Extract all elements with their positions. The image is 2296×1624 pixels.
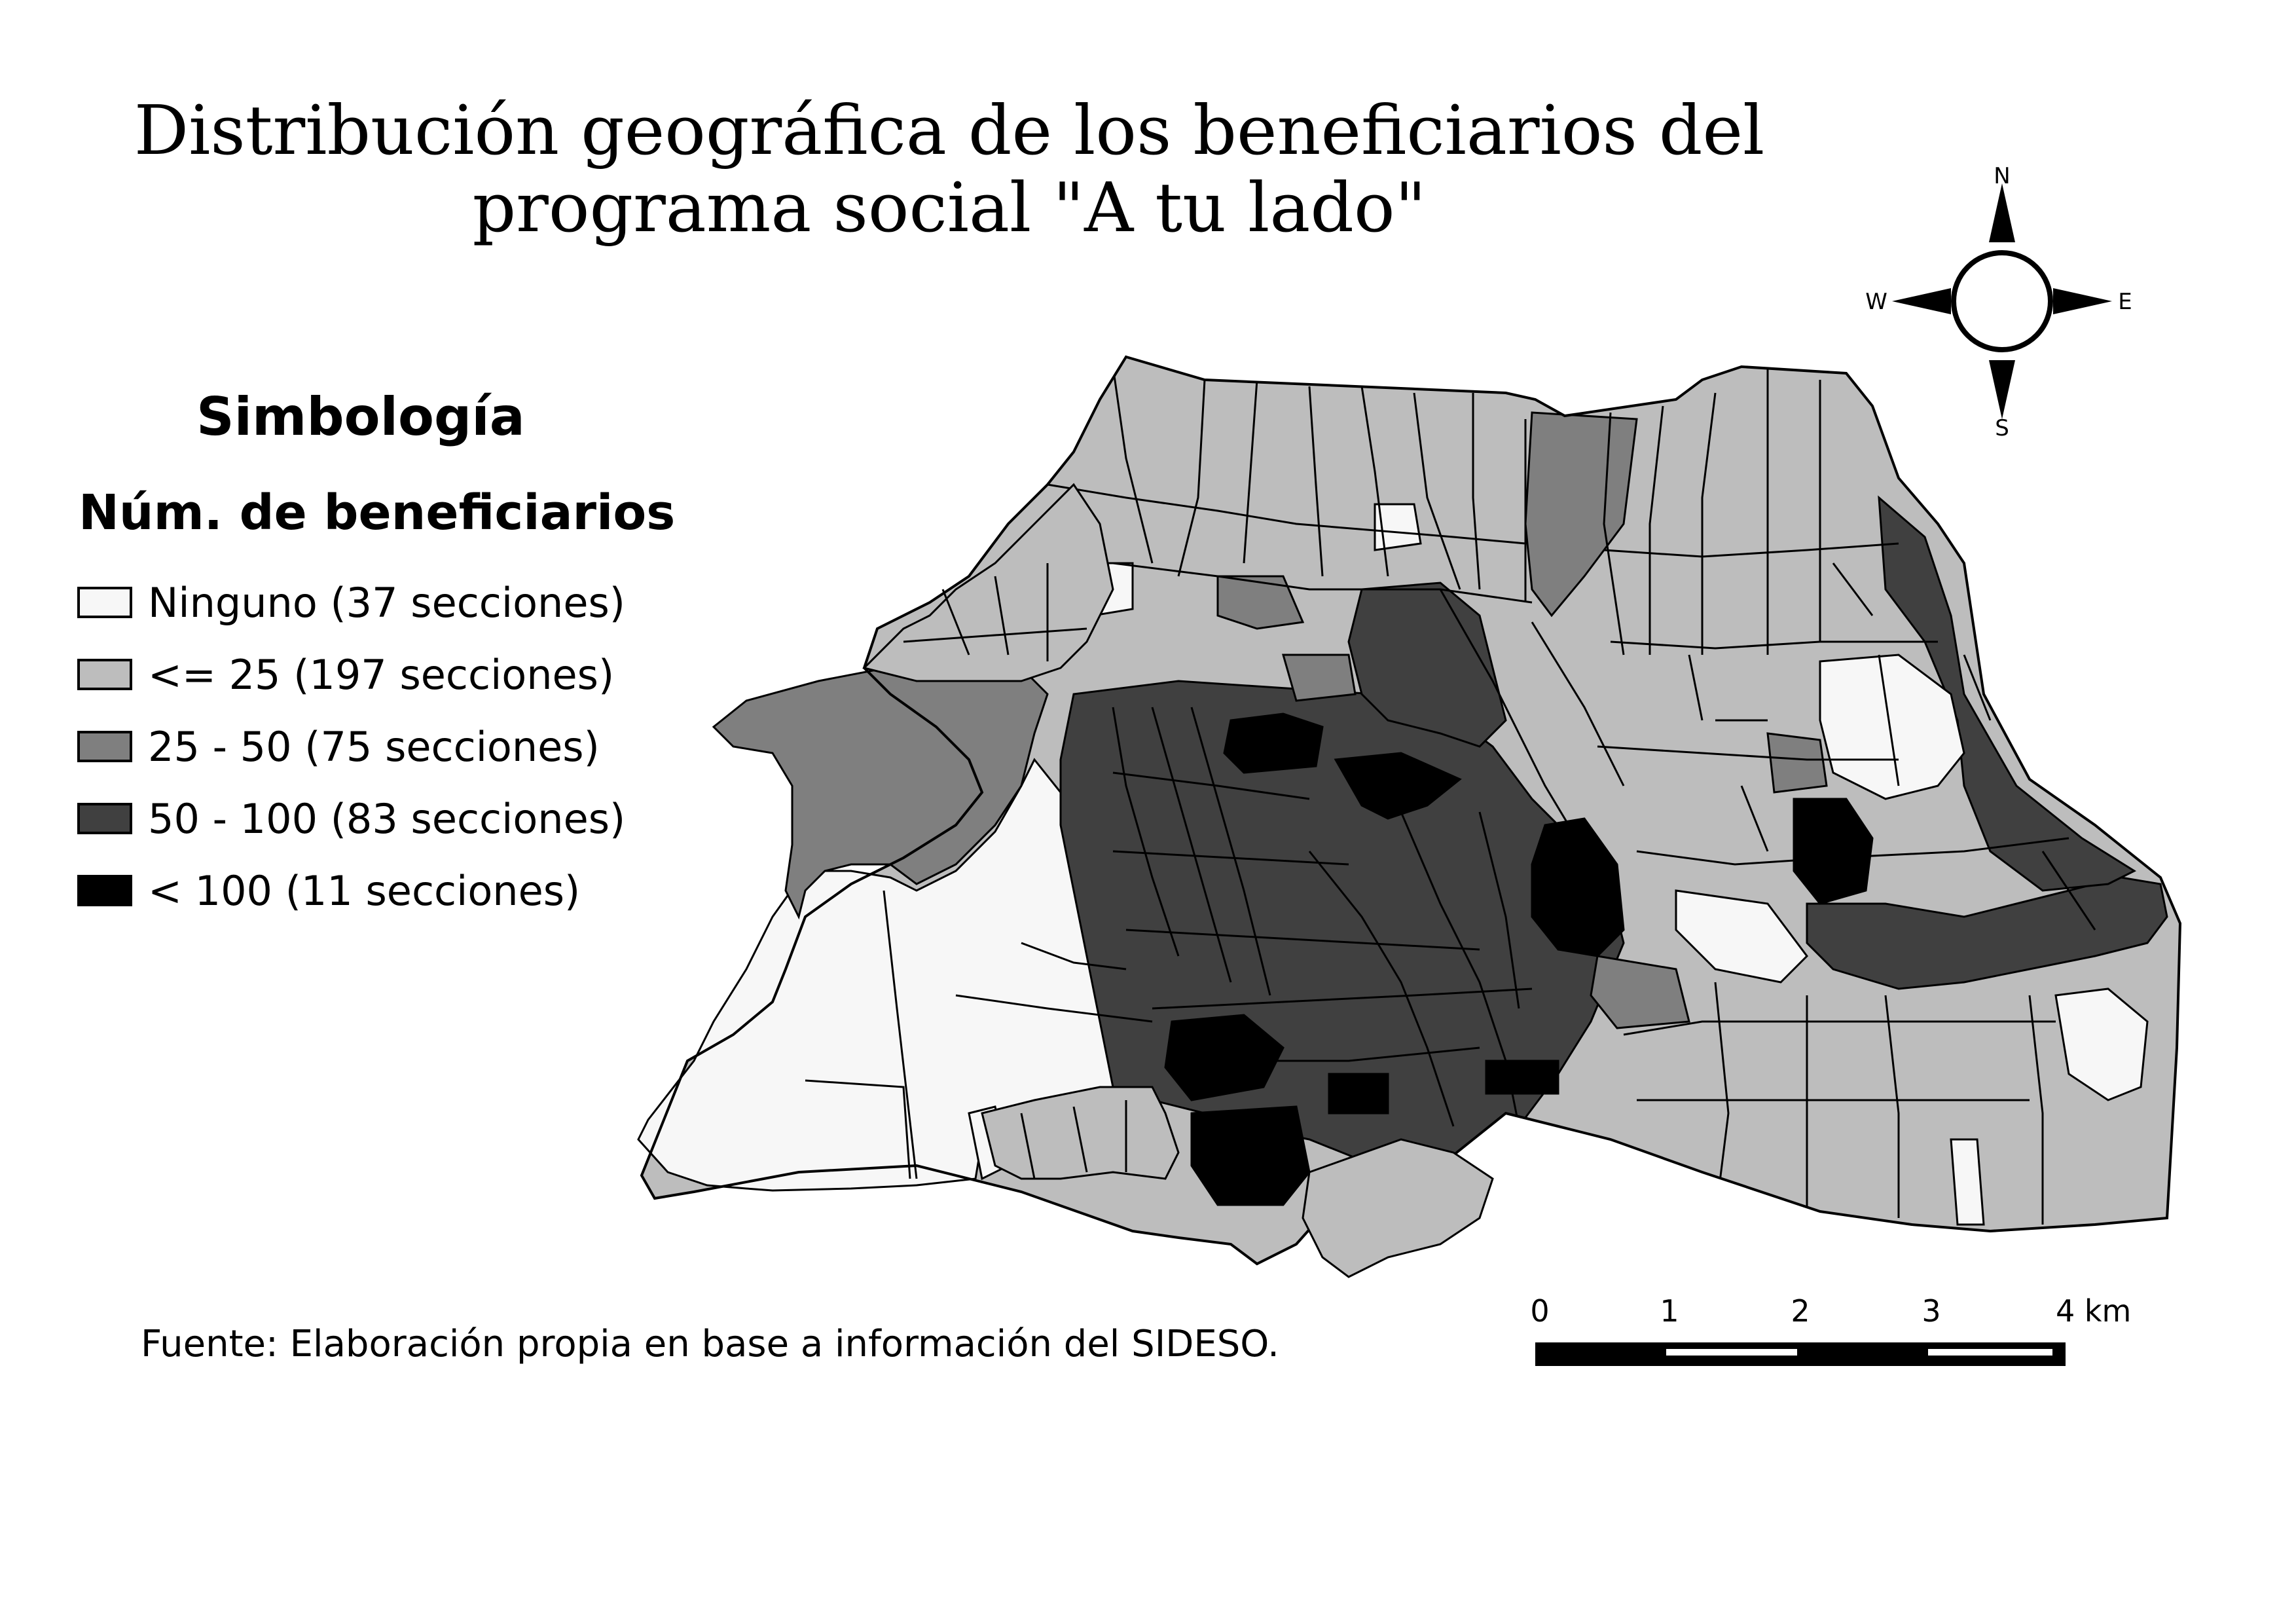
scale-bar: 0 1 2 3 4 km [1530, 1293, 2131, 1366]
north-arrow-ring [1951, 250, 2053, 352]
district-none-3 [1675, 889, 1808, 984]
south-pointer-icon [1989, 360, 2015, 419]
district-none-1 [1374, 503, 1422, 551]
district-east-black [1793, 798, 1874, 905]
district-east-dark-band [1806, 876, 2168, 990]
legend-swatch [77, 731, 132, 762]
district-north-dark [1347, 581, 1507, 748]
legend-label: 25 - 50 (75 secciones) [148, 723, 600, 771]
legend-swatch [77, 587, 132, 618]
scale-segment-4 [1928, 1349, 2052, 1356]
southwest-sections [1020, 1100, 1127, 1179]
legend-swatch [77, 875, 132, 906]
title-line-1: Distribución geográfica de los beneficia… [134, 90, 1765, 170]
scale-tick-0: 0 [1530, 1293, 1549, 1329]
section-boundaries [1021, 366, 2096, 1225]
east-pointer-icon [2053, 288, 2112, 314]
district-layer [955, 366, 2168, 1226]
scale-tick-4: 4 km [2056, 1293, 2131, 1329]
district-none-4 [1950, 1138, 1985, 1226]
legend-label: <= 25 (197 secciones) [148, 651, 615, 699]
northwest-districts [862, 483, 1114, 682]
scale-segment-2 [1666, 1349, 1797, 1356]
east-label: E [2118, 289, 2132, 315]
western-boundary-line [805, 890, 918, 1179]
district-medium-3 [1282, 654, 1357, 702]
district-black-4 [1164, 1014, 1285, 1101]
south-label: S [1995, 415, 2009, 441]
north-pointer-icon [1989, 183, 2015, 242]
district-black-5 [1190, 1105, 1311, 1206]
district-east-dark-edge [1878, 495, 2137, 892]
west-pointer-icon [1892, 288, 1951, 314]
district-black-7 [1485, 1060, 1559, 1095]
source-note: Fuente: Elaboración propia en base a inf… [141, 1323, 1279, 1365]
north-label: N [1994, 163, 2010, 189]
title-line-2: programa social "A tu lado" [472, 168, 1427, 248]
map-title: Distribución geográfica de los beneficia… [92, 92, 1807, 246]
district-black-2 [1334, 752, 1462, 820]
legend-swatch [77, 803, 132, 834]
district-black-6 [1328, 1073, 1389, 1115]
west-label: W [1865, 289, 1887, 315]
northwest-sections [903, 563, 1087, 661]
district-medium-2 [1216, 575, 1305, 630]
district-east-none [1819, 654, 1965, 800]
district-medium-4 [1766, 732, 1828, 794]
legend-swatch [77, 659, 132, 690]
district-vertical-strip [1524, 411, 1638, 618]
southern-district [1302, 1138, 1494, 1278]
legend-label: 50 - 100 (83 secciones) [148, 795, 626, 843]
north-arrow: N S W E [1865, 163, 2132, 441]
southwest-districts [981, 1086, 1180, 1180]
legend-heading: Simbología [196, 386, 525, 447]
scale-tick-3: 3 [1922, 1293, 1941, 1329]
road-diagonal-1 [1439, 589, 1625, 852]
district-black-3 [1223, 712, 1324, 774]
legend-label: Ninguno (37 secciones) [148, 579, 625, 627]
legend-subheading: Núm. de beneficiarios [79, 485, 676, 541]
scale-tick-1: 1 [1660, 1293, 1679, 1329]
legend-label: < 100 (11 secciones) [148, 867, 581, 915]
district-southeast-none [2054, 987, 2149, 1101]
district-medium-1 [1590, 955, 1690, 1029]
road-diagonal-2 [955, 942, 1153, 1023]
scale-tick-2: 2 [1791, 1293, 1810, 1329]
